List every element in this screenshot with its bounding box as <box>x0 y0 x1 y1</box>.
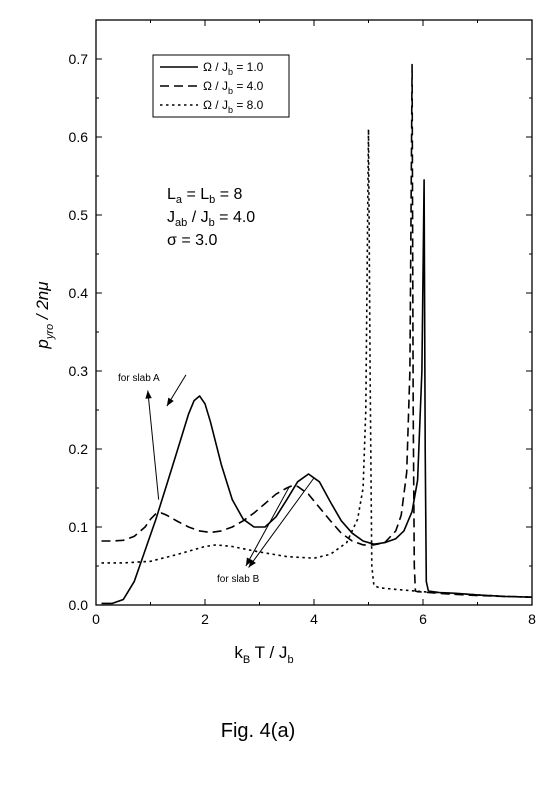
arrow-slab-a-2-head <box>166 397 174 407</box>
x-axis-title-rest: T / J <box>250 643 287 662</box>
series-line-1 <box>101 179 533 605</box>
annotation-group: for slab A for slab B <box>118 373 315 585</box>
parameter-text: La = Lb = 8 Jab / Jb = 4.0 σ = 3.0 <box>167 186 255 249</box>
x-tick-label: 4 <box>310 611 318 627</box>
axis-ticks <box>95 19 533 606</box>
legend: Ω / Jb = 1.0 Ω / Jb = 4.0 Ω / Jb = 8.0 <box>152 54 290 118</box>
arrow-slab-a-1-head <box>145 390 152 399</box>
series-group <box>101 63 533 605</box>
axis-tick-labels: 0 2 4 6 8 0.0 0.1 0.2 0.3 0.4 0.5 0.6 0.7 <box>69 51 537 627</box>
arrow-slab-b-1 <box>245 486 290 567</box>
y-axis-title: pyro / 2nμ <box>33 281 56 350</box>
param-line-3: σ = 3.0 <box>167 232 217 249</box>
annotation-slab-b: for slab B <box>217 574 260 585</box>
series-line-3 <box>101 128 533 598</box>
y-tick-label: 0.7 <box>69 51 89 67</box>
legend-label-3: Ω / Jb = 8.0 <box>203 98 264 115</box>
legend-label-1: Ω / Jb = 1.0 <box>203 60 264 77</box>
series-line-2 <box>101 63 533 598</box>
y-tick-label: 0.4 <box>69 285 89 301</box>
x-tick-label: 0 <box>92 611 100 627</box>
x-axis-title-sub2: b <box>287 654 293 666</box>
y-tick-label: 0.3 <box>69 363 89 379</box>
y-tick-label: 0.5 <box>69 207 89 223</box>
figure-caption: Fig. 4(a) <box>221 720 295 742</box>
y-tick-label: 0.0 <box>69 597 89 613</box>
y-tick-label: 0.2 <box>69 441 89 457</box>
y-tick-label: 0.1 <box>69 519 89 535</box>
y-axis-title-rest: / 2nμ <box>33 281 52 324</box>
y-tick-label: 0.6 <box>69 129 89 145</box>
x-tick-label: 6 <box>419 611 427 627</box>
arrow-slab-a-1 <box>147 390 160 500</box>
annotation-slab-a: for slab A <box>118 373 160 384</box>
param-line-1: La = Lb = 8 <box>167 186 243 206</box>
arrow-slab-b-1-head <box>245 557 253 566</box>
x-axis-title-main: k <box>234 643 243 662</box>
y-axis-title-sub: yro <box>44 324 56 340</box>
param-line-2: Jab / Jb = 4.0 <box>167 209 255 229</box>
x-tick-label: 8 <box>528 611 536 627</box>
y-axis-title-main: p <box>33 339 52 349</box>
x-tick-label: 2 <box>201 611 209 627</box>
arrow-slab-b-2-head <box>248 559 256 568</box>
x-axis-title-sub: B <box>243 654 250 666</box>
legend-label-2: Ω / Jb = 4.0 <box>203 79 264 96</box>
x-axis-title: kB T / Jb <box>234 643 293 666</box>
arrow-slab-b-2 <box>248 477 315 568</box>
